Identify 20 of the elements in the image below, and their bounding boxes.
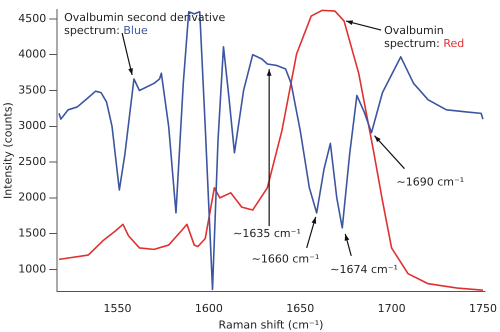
y-tick-label: 1000 [18, 262, 46, 276]
x-tick-label: 1600 [194, 302, 223, 316]
y-tick-label: 2500 [18, 154, 46, 168]
annotation: ~1674 cm⁻¹ [330, 262, 398, 276]
x-tick-label: 1550 [103, 302, 132, 316]
y-tick-label: 2000 [18, 190, 46, 204]
x-axis-title: Raman shift (cm⁻¹) [218, 318, 324, 332]
x-tick-label: 1750 [468, 302, 497, 316]
y-tick-label: 3500 [18, 83, 46, 96]
annotation: ~1690 cm⁻¹ [396, 176, 464, 189]
annotation: ~1635 cm⁻¹ [233, 227, 301, 240]
y-tick-label: 1500 [18, 226, 46, 240]
y-tick-label: 4500 [18, 12, 46, 25]
y-tick-label: 3000 [18, 119, 46, 132]
x-tick-label: 1650 [286, 302, 314, 316]
y-tick-label: 4000 [18, 48, 46, 61]
y-axis-title: Intensity (counts) [1, 102, 14, 199]
annotation: ~1660 cm⁻¹ [252, 252, 320, 266]
x-tick-label: 1700 [378, 302, 406, 316]
annotation: Ovalbumin spectrum: Red [384, 24, 464, 50]
